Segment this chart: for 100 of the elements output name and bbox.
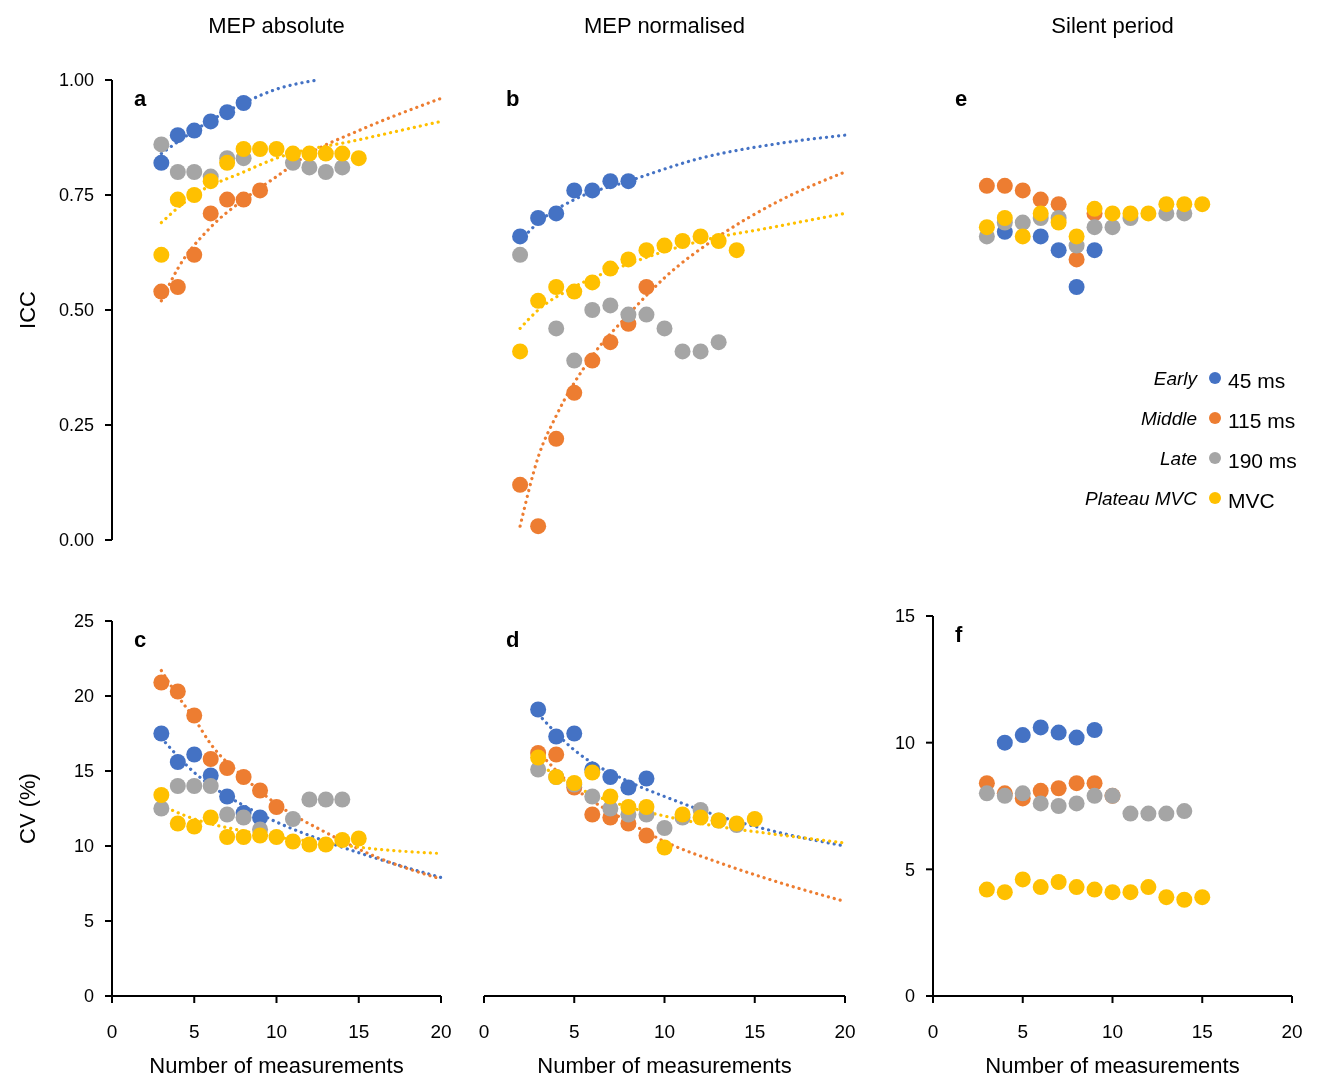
- point: [1086, 787, 1103, 804]
- point: [334, 145, 351, 162]
- point: [334, 159, 351, 176]
- point: [1122, 205, 1139, 222]
- point: [1068, 251, 1085, 268]
- point: [584, 352, 601, 369]
- y-tick-label: 0: [83, 986, 94, 1007]
- point: [350, 830, 367, 847]
- point: [1032, 205, 1049, 222]
- point: [1050, 196, 1067, 213]
- point: [219, 829, 236, 845]
- point: [1158, 196, 1175, 213]
- annotation: a: [134, 86, 147, 111]
- point: [1176, 196, 1193, 213]
- point: [186, 818, 203, 835]
- y-tick-label: 0: [904, 986, 915, 1007]
- point: [566, 384, 583, 401]
- y-tick-label: 10: [894, 732, 915, 753]
- annotation: f: [955, 622, 963, 647]
- point: [1068, 879, 1085, 896]
- point: [620, 779, 637, 796]
- y-tick-label: 1.00: [58, 70, 94, 91]
- point: [169, 778, 186, 794]
- point: [1176, 803, 1193, 820]
- point: [252, 182, 269, 199]
- point: [1050, 242, 1067, 259]
- x-tick-label: 0: [478, 1021, 490, 1042]
- annotation: 115 ms: [1228, 409, 1296, 433]
- point: [1176, 891, 1193, 908]
- point: [674, 233, 691, 249]
- point: [317, 836, 334, 853]
- point: [317, 164, 334, 180]
- point: [978, 785, 995, 802]
- x-tick-label: 20: [430, 1021, 452, 1042]
- point: [584, 182, 601, 199]
- y-tick-label: 5: [904, 859, 915, 880]
- point: [620, 173, 637, 190]
- point: [656, 820, 673, 836]
- point: [1158, 889, 1175, 906]
- point: [153, 725, 170, 742]
- point: [1050, 214, 1067, 231]
- annotation: b: [506, 86, 520, 111]
- point: [317, 145, 334, 162]
- point: [1068, 775, 1085, 792]
- point: [153, 283, 170, 300]
- point: [548, 430, 565, 447]
- point: [235, 809, 252, 826]
- point: [186, 778, 203, 794]
- point: [301, 145, 318, 162]
- y-tick-label: 15: [894, 606, 915, 627]
- point: [301, 159, 318, 176]
- x-tick-label: 5: [568, 1021, 580, 1042]
- annotation: MVC: [1228, 489, 1275, 513]
- point: [284, 811, 301, 827]
- point: [1032, 228, 1049, 245]
- point: [548, 728, 565, 745]
- line-series: [159, 119, 443, 225]
- point: [252, 141, 269, 157]
- point: [1014, 785, 1031, 802]
- point: [284, 833, 301, 850]
- point: [1014, 182, 1031, 199]
- annotation: e: [955, 86, 968, 111]
- point: [710, 334, 727, 351]
- x-tick-label: 0: [927, 1021, 939, 1042]
- x-tick-label: 10: [653, 1021, 676, 1042]
- point: [1068, 228, 1085, 245]
- x-tick-label: 20: [834, 1021, 856, 1042]
- point: [656, 320, 673, 337]
- point: [530, 210, 547, 226]
- point: [153, 246, 170, 263]
- y-axis-title: CV (%): [15, 773, 40, 844]
- point: [548, 205, 565, 222]
- point: [202, 113, 219, 130]
- point: [1068, 729, 1085, 746]
- point: [602, 788, 619, 805]
- point: [1086, 881, 1103, 898]
- point: [252, 827, 269, 844]
- point: [620, 306, 637, 323]
- point: [202, 205, 219, 222]
- point: [710, 233, 727, 249]
- point: [186, 746, 203, 763]
- point: [620, 251, 637, 268]
- x-tick-label: 10: [1101, 1021, 1124, 1042]
- point: [153, 800, 170, 817]
- x-tick-label: 0: [106, 1021, 118, 1042]
- point: [512, 343, 529, 360]
- point: [1086, 200, 1103, 217]
- point: [169, 815, 186, 832]
- point: [1032, 795, 1049, 812]
- point: [602, 260, 619, 277]
- point: [334, 791, 351, 808]
- point: [1068, 795, 1085, 812]
- point: [728, 242, 745, 259]
- point: [1050, 724, 1067, 741]
- point: [638, 306, 655, 323]
- point: [219, 191, 236, 208]
- point: [235, 191, 252, 208]
- point: [1032, 191, 1049, 208]
- y-tick-label: 0.50: [58, 300, 94, 321]
- annotation: 45 ms: [1228, 369, 1286, 393]
